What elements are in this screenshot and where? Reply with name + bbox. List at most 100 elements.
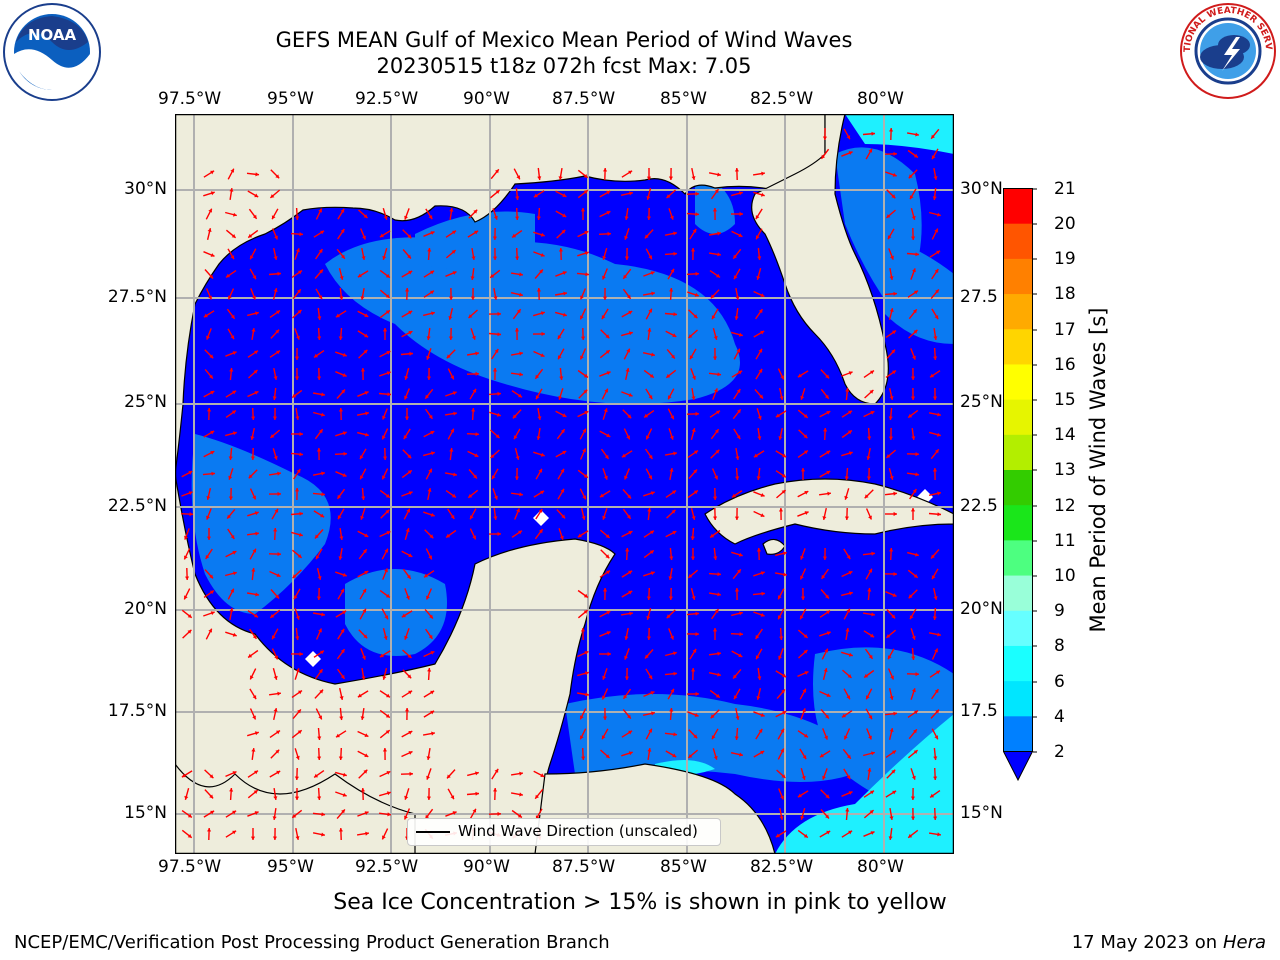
wind-wave-arrowhead [270,194,275,198]
wind-wave-arrowhead [757,256,762,260]
wind-wave-arrowhead [800,575,804,580]
wind-wave-arrowhead [602,255,607,260]
wind-wave-arrowhead [933,596,938,600]
wind-wave-arrowhead [781,689,785,694]
wind-wave-arrowhead [277,471,281,476]
wind-wave-arrowhead [733,254,737,259]
wind-wave-arrowhead [605,554,610,559]
wind-wave-arrowhead [848,371,853,376]
wind-wave-arrowhead [540,452,545,457]
wind-wave-arrowhead [492,236,497,240]
wind-wave-arrowhead [341,254,345,259]
wind-wave-arrowhead [453,472,457,477]
wind-wave-arrowhead [651,291,655,296]
wind-wave-arrowhead [248,233,253,238]
wind-wave-arrowhead [497,811,501,816]
colorbar-segment [1003,469,1033,506]
wind-wave-arrowhead [779,636,784,640]
wind-wave-arrowhead [493,256,498,260]
wind-wave-arrowhead [495,190,500,194]
wind-wave-arrowhead [406,508,410,513]
wind-wave-arrowhead [277,271,281,276]
wind-wave-arrowhead [915,132,919,137]
wind-wave-arrowhead [844,735,848,740]
wind-wave-arrowhead [782,711,787,715]
wind-wave-arrowhead [452,811,457,815]
wind-wave-arrowhead [407,470,412,475]
wind-wave-arrowhead [519,792,523,797]
wind-wave-arrowhead [760,330,765,335]
wind-wave-arrowhead [184,595,188,600]
wind-wave-arrowhead [624,475,628,480]
wind-wave-arrowhead [357,273,362,278]
wind-wave-arrowhead [775,833,780,838]
wind-wave-arrowhead [870,831,875,835]
wind-wave-arrowhead [497,311,501,316]
wind-wave-arrowhead [780,728,784,733]
wind-wave-arrowhead [648,395,653,400]
wind-wave-arrowhead [446,533,451,538]
wind-wave-arrowhead [386,791,391,796]
wind-wave-arrowhead [714,388,718,393]
wind-wave-arrowhead [274,508,279,513]
wind-wave-arrowhead [427,668,432,672]
wind-wave-arrowhead [384,615,388,620]
wind-wave-arrowhead [424,573,428,578]
wind-wave-arrowhead [915,672,919,677]
wind-wave-arrowhead [229,368,234,372]
wind-wave-arrowhead [321,492,325,497]
wind-wave-arrowhead [335,313,340,318]
wind-wave-arrowhead [342,373,347,377]
wind-wave-arrowhead [737,569,741,574]
wind-wave-arrowhead [845,628,850,632]
wind-wave-arrowhead [825,814,829,819]
wind-wave-arrowhead [864,494,869,499]
lon-tick-bottom: 87.5°W [552,857,616,877]
wind-wave-arrowhead [713,335,718,340]
wind-wave-arrowhead [299,652,303,657]
wind-wave-arrowhead [847,430,852,435]
wind-wave-arrowhead [672,333,677,337]
wind-wave-arrowhead [695,411,699,416]
wind-wave-arrowhead [407,454,412,459]
wind-wave-arrowhead [273,256,278,260]
wind-wave-arrowhead [229,188,234,192]
wind-wave-arrowhead [892,370,896,375]
wind-wave-arrowhead [315,534,319,539]
colorbar-segment [1003,575,1033,611]
wind-wave-arrowhead [295,488,300,492]
wind-wave-arrowhead [797,793,802,798]
wind-wave-arrowhead [931,575,936,580]
wind-wave-arrowhead [512,414,517,419]
wind-wave-arrowhead [207,828,212,832]
wind-wave-arrowhead [254,511,259,516]
wind-wave-arrowhead [295,755,300,760]
lon-tick-top: 92.5°W [355,89,419,109]
wind-wave-arrowhead [210,430,215,435]
wind-wave-arrowhead [187,629,192,634]
wind-wave-arrowhead [738,191,743,196]
wind-wave-arrowhead [934,648,938,653]
wind-wave-arrowhead [650,271,655,275]
wind-wave-arrowhead [319,689,324,694]
wind-wave-arrowhead [316,596,321,600]
wind-wave-arrowhead [206,335,210,340]
lon-tick-bottom: 97.5°W [158,857,222,877]
wind-wave-arrowhead [601,315,606,320]
wind-wave-arrowhead [735,456,740,460]
colorbar-label: Mean Period of Wind Waves [s] [1086,307,1110,633]
wind-wave-arrowhead [361,655,366,660]
wind-wave-arrowhead [295,216,300,220]
wind-wave-arrowhead [623,274,628,279]
wind-wave-arrowhead [803,833,808,838]
wind-wave-arrowhead [382,475,386,480]
wind-wave-arrowhead [292,574,297,579]
wind-wave-arrowhead [695,611,699,616]
colorbar-tick: 12 [1054,496,1076,516]
wind-wave-arrowhead [911,396,916,400]
wind-wave-arrowhead [692,648,697,653]
wind-wave-arrowhead [232,431,237,436]
wind-wave-arrowhead [404,635,409,640]
wind-wave-arrowhead [562,413,567,417]
colorbar-segment [1003,328,1033,365]
